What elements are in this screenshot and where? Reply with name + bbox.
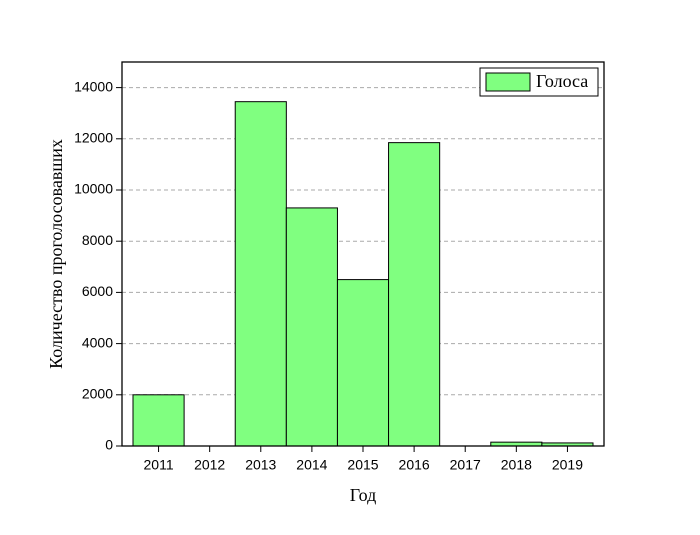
y-tick-label: 2000 <box>82 386 113 402</box>
x-tick-label: 2014 <box>296 457 327 473</box>
legend-label: Голоса <box>536 71 588 91</box>
bar <box>336 279 390 447</box>
x-tick-label: 2013 <box>245 457 276 473</box>
y-tick-label: 0 <box>105 437 113 453</box>
y-axis-title: Количество проголосовавших <box>46 139 66 369</box>
x-tick-label: 2015 <box>347 457 378 473</box>
plot-frame <box>121 61 605 447</box>
y-tick-label: 8000 <box>82 232 113 248</box>
x-tick-label: 2018 <box>501 457 532 473</box>
x-tick-label: 2011 <box>144 457 174 473</box>
bar <box>234 101 287 447</box>
legend-swatch <box>485 72 531 92</box>
y-tick-label: 14000 <box>74 78 113 94</box>
bar <box>285 207 338 447</box>
x-tick-label: 2017 <box>450 457 481 473</box>
y-tick-label: 4000 <box>82 334 113 350</box>
x-axis-title: Год <box>350 485 376 505</box>
x-tick-label: 2019 <box>552 457 583 473</box>
x-tick-label: 2016 <box>399 457 430 473</box>
y-tick-label: 12000 <box>74 130 113 146</box>
bar <box>132 394 185 447</box>
x-tick-label: 2012 <box>194 457 225 473</box>
y-tick-label: 10000 <box>74 181 113 197</box>
y-tick-label: 6000 <box>82 283 113 299</box>
bar <box>388 142 441 447</box>
